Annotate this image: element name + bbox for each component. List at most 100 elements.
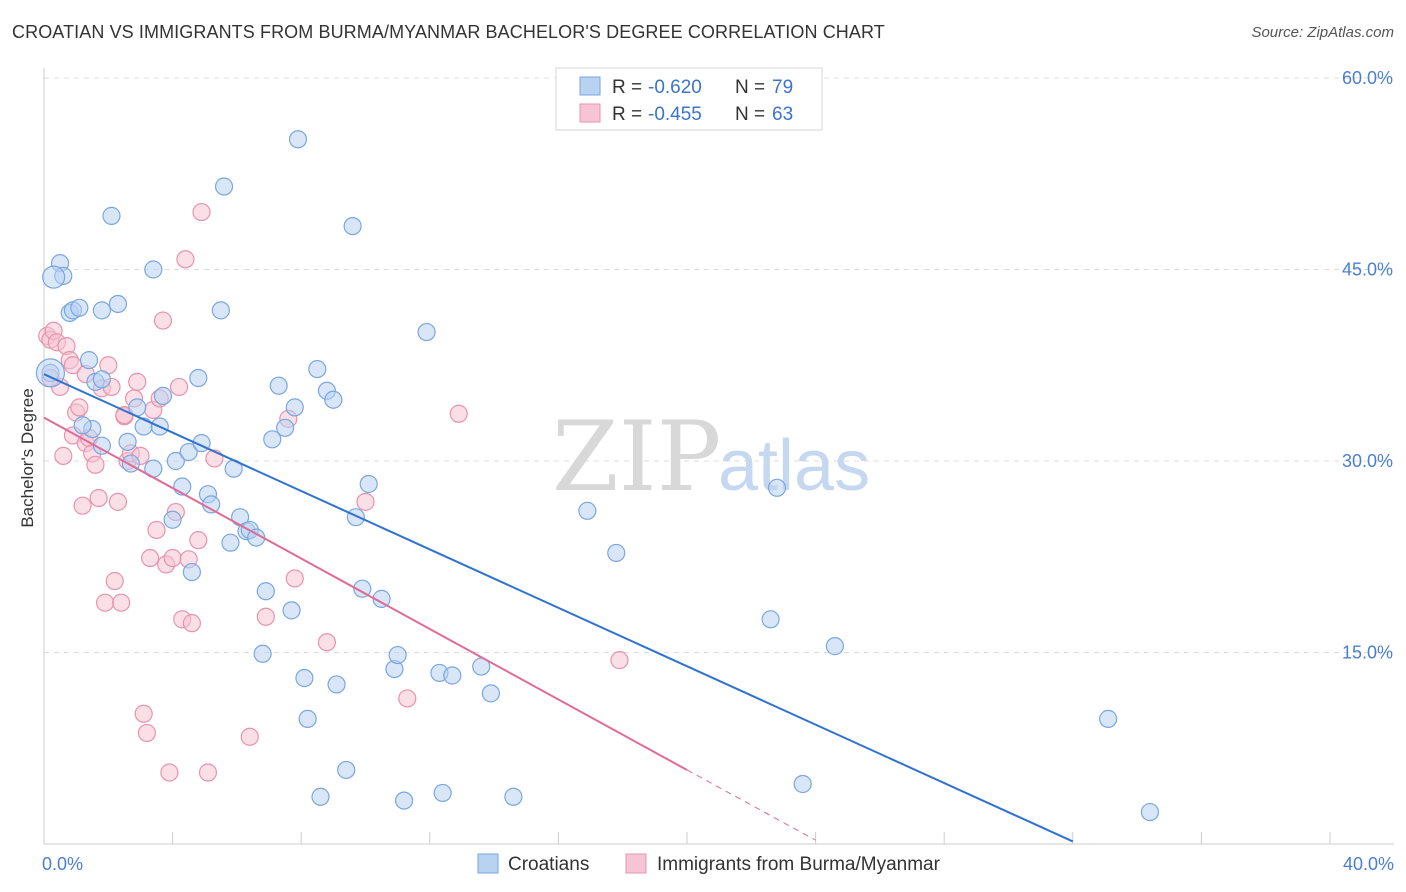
croatians-point (311, 787, 330, 806)
grid (44, 77, 1394, 653)
burma-point (198, 763, 218, 782)
x-tick-label: 40.0% (1343, 854, 1394, 874)
y-tick-label: 60.0% (1342, 68, 1393, 88)
croatians-point (70, 298, 89, 317)
croatians-point (144, 260, 163, 279)
burma-point (153, 311, 173, 330)
burma-point (86, 455, 105, 474)
burma-point (105, 571, 124, 591)
y-tick-label: 45.0% (1342, 260, 1393, 280)
croatians-point (327, 675, 346, 694)
burma-point (95, 593, 115, 612)
burma-point (73, 496, 92, 515)
croatians-point-large (42, 265, 66, 289)
legend-r-value-burma: -0.455 (648, 104, 702, 125)
croatians-point (295, 668, 314, 688)
croatians-point (79, 351, 99, 370)
burma-trend-extension (686, 769, 816, 841)
croatians-point (394, 791, 414, 810)
croatians-point (73, 416, 92, 435)
bottom-legend: Croatians Immigrants from Burma/Myanmar (477, 853, 941, 875)
croatians-point (214, 177, 234, 196)
burma-point (63, 356, 83, 375)
legend-n-value-croatians: 79 (772, 77, 793, 98)
burma-point (70, 398, 89, 417)
axes (43, 68, 1394, 845)
croatians-point (298, 709, 317, 728)
croatians-point (153, 386, 173, 405)
croatians-trend-line (43, 373, 1074, 843)
croatians-point (1099, 709, 1118, 728)
croatians-point (388, 645, 407, 665)
legend-swatch-croatians (579, 76, 601, 96)
croatians-point (288, 130, 308, 149)
legend: R = -0.620 N = 79 R = -0.455 N = 63 (555, 67, 823, 131)
croatians-point (189, 368, 208, 388)
croatians-point (481, 684, 500, 703)
croatians-point (767, 478, 787, 497)
croatians-point (578, 501, 597, 520)
burma-point (192, 202, 211, 222)
croatians-point (92, 370, 111, 389)
croatians-point (443, 666, 462, 685)
y-tick-labels: 15.0% 30.0% 45.0% 60.0% (1342, 68, 1393, 663)
bottom-legend-swatch-burma (625, 853, 647, 874)
burma-point (128, 372, 147, 391)
croatians-point (504, 787, 523, 806)
bottom-legend-swatch-croatians (477, 853, 499, 874)
croatians-point (92, 301, 111, 320)
croatians-point (253, 644, 272, 663)
burma-point (182, 614, 201, 633)
croatians-point (343, 216, 362, 236)
watermark-atlas: atlas (718, 426, 870, 506)
legend-swatch-burma (579, 103, 601, 123)
croatians-point (346, 508, 365, 527)
croatians-point (211, 301, 230, 320)
burma-point (134, 704, 153, 723)
bottom-legend-burma: Immigrants from Burma/Myanmar (657, 854, 941, 875)
croatians-point (163, 510, 182, 529)
burma-point (356, 492, 375, 511)
legend-n-label-croatians: N = (735, 77, 765, 98)
burma-point (89, 488, 108, 508)
burma-point (449, 404, 468, 423)
burma-point (317, 633, 337, 652)
croatians-point (182, 562, 201, 582)
croatians-point (269, 376, 288, 395)
croatians-point (285, 398, 304, 417)
croatians-point (263, 430, 282, 449)
source-label: Source: ZipAtlas.com (1251, 24, 1394, 41)
croatians-point (825, 637, 844, 656)
x-tick-labels: 0.0% 40.0% (42, 854, 1394, 874)
watermark: ZIP atlas (552, 401, 870, 513)
burma-point (108, 492, 128, 511)
croatians-point (221, 533, 240, 552)
burma-point (137, 723, 156, 743)
burma-point (140, 548, 160, 568)
watermark-zip: ZIP (552, 401, 721, 513)
burma-point (160, 763, 179, 782)
croatians-point (761, 610, 780, 629)
y-tick-label: 30.0% (1342, 451, 1393, 471)
burma-point (610, 651, 629, 670)
croatians-point (324, 390, 343, 409)
croatians-point (353, 579, 372, 598)
croatians-point (308, 359, 327, 379)
croatians-point (202, 495, 221, 514)
y-tick-label: 15.0% (1342, 643, 1393, 663)
legend-n-label-burma: N = (735, 104, 765, 125)
bottom-legend-croatians: Croatians (508, 854, 589, 875)
series-croatians-points (35, 130, 1160, 822)
croatians-point (417, 322, 436, 342)
series-burma-points (38, 202, 629, 782)
legend-r-label-croatians: R = (612, 77, 642, 98)
croatians-point (118, 432, 137, 451)
croatians-point (337, 760, 356, 780)
burma-point (240, 727, 259, 746)
burma-point (112, 593, 131, 612)
burma-point (176, 250, 195, 269)
croatians-point (166, 451, 185, 471)
legend-r-value-croatians: -0.620 (648, 77, 702, 98)
croatians-point (282, 601, 301, 620)
